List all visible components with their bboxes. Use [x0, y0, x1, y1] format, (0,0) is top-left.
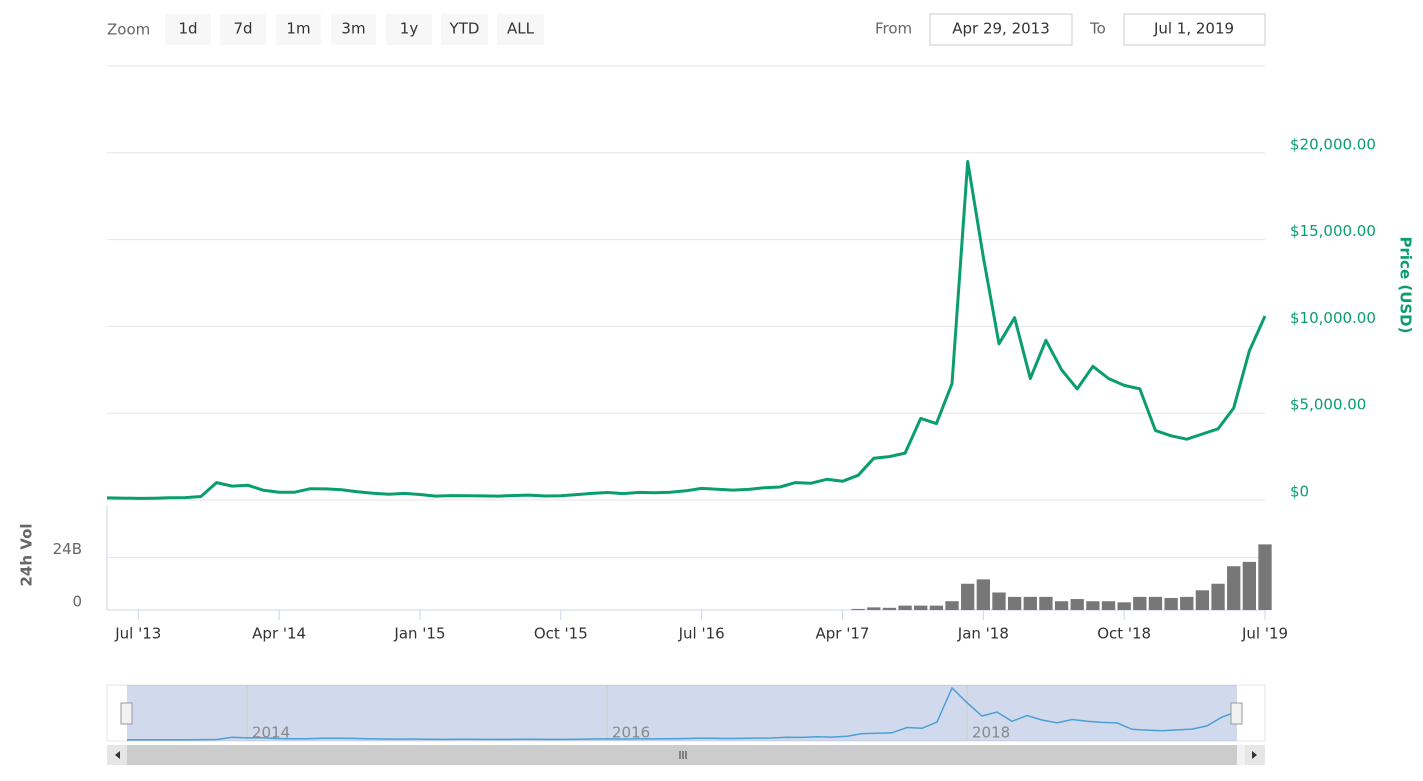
x-tick-label: Jul '19 [1241, 625, 1288, 643]
zoom-button-bg[interactable] [276, 14, 321, 45]
volume-bar [898, 605, 912, 610]
from-input[interactable]: Apr 29, 2013 [929, 13, 1073, 46]
navigator-mask[interactable] [127, 685, 1237, 741]
x-tick-label: Apr '14 [252, 625, 306, 643]
volume-bar [929, 605, 944, 610]
volume-bar [1148, 596, 1163, 610]
y2-tick-label: 0 [72, 593, 82, 611]
volume-bar [1180, 596, 1194, 610]
volume-bar [1211, 583, 1225, 610]
zoom-button-label[interactable]: 3m [341, 20, 365, 38]
scroll-left-arrow [115, 751, 120, 759]
volume-bar [992, 592, 1006, 610]
navigator-handle-left[interactable] [120, 702, 133, 725]
navigator-label: 2018 [972, 724, 1010, 742]
from-box[interactable] [929, 13, 1073, 46]
volume-bar [1101, 601, 1116, 610]
volume-bar [851, 608, 865, 610]
x-tick-label: Jul '13 [114, 625, 161, 643]
y-axis-title: Price (USD) [1397, 237, 1415, 334]
volume-bar [976, 579, 990, 610]
volume-bar [1195, 590, 1210, 610]
zoom-button-bg[interactable] [386, 14, 432, 45]
zoom-button-bg[interactable] [497, 14, 544, 45]
volume-bar [1039, 596, 1053, 610]
volume-bar [961, 583, 975, 610]
zoom-button[interactable]: 1d [165, 14, 211, 45]
zoom-button-bg[interactable] [331, 14, 376, 45]
zoom-button[interactable]: 1y [386, 14, 432, 45]
y-tick-label: $10,000.00 [1290, 309, 1376, 327]
navigator: 2014 2016 2018 [127, 685, 1238, 742]
volume-bar [1242, 561, 1257, 610]
volume-bar [1164, 597, 1178, 610]
from-value[interactable]: Apr 29, 2013 [952, 20, 1050, 38]
zoom-button-label[interactable]: 7d [233, 20, 252, 38]
to-input[interactable]: Jul 1, 2019 [1123, 13, 1266, 46]
scroll-right-arrow [1252, 751, 1257, 759]
volume-bar [1117, 602, 1131, 610]
y-tick-label: $20,000.00 [1290, 135, 1376, 153]
y2-tick-label: 24B [53, 540, 82, 558]
volume-bar [914, 605, 928, 610]
volume-bar [945, 601, 959, 610]
from-label: From [875, 20, 912, 38]
zoom-button-bg[interactable] [220, 14, 266, 45]
zoom-button-label[interactable]: 1d [178, 20, 197, 38]
to-value[interactable]: Jul 1, 2019 [1153, 20, 1234, 38]
y-tick-label: $5,000.00 [1290, 396, 1366, 414]
zoom-button-label[interactable]: YTD [449, 20, 480, 38]
volume-bar [1007, 596, 1022, 610]
zoom-button[interactable]: YTD [441, 14, 488, 45]
zoom-button-label[interactable]: 1y [400, 20, 419, 38]
zoom-button[interactable]: 1m [276, 14, 321, 45]
volume-bar [1133, 596, 1147, 610]
zoom-button-bg[interactable] [441, 14, 488, 45]
volume-bar [1070, 599, 1084, 610]
zoom-button[interactable]: 3m [331, 14, 376, 45]
zoom-button[interactable]: 7d [220, 14, 266, 45]
x-tick-label: Apr '17 [816, 625, 870, 643]
volume-bar [1023, 596, 1037, 610]
zoom-buttons: 1d 7d 1m 3m 1y YTD ALL [165, 14, 544, 45]
zoom-button-label[interactable]: 1m [286, 20, 310, 38]
navigator-handle-right[interactable] [1230, 702, 1243, 725]
zoom-button[interactable]: ALL [497, 14, 544, 45]
x-tick-label: Oct '15 [534, 625, 588, 643]
navigator-line [127, 686, 1238, 741]
zoom-label: Zoom [107, 21, 150, 39]
volume-bar [1086, 601, 1100, 610]
scrollbar-grip [679, 751, 687, 759]
y-tick-label: $15,000.00 [1290, 222, 1376, 240]
volume-bar [1227, 566, 1241, 610]
x-tick-label: Jan '15 [393, 625, 445, 643]
scrollbar-thumb[interactable] [127, 745, 1237, 765]
y2-axis-title: 24h Vol [18, 523, 36, 586]
navigator-label: 2016 [612, 724, 650, 742]
x-tick-label: Jan '18 [957, 625, 1009, 643]
navigator-background [106, 684, 1266, 742]
volume-bar [1258, 544, 1272, 610]
price-line [106, 160, 1267, 500]
to-label: To [1089, 20, 1106, 38]
volume-bar [882, 607, 897, 610]
to-box[interactable] [1123, 13, 1266, 46]
volume-bar [867, 607, 881, 610]
volume-bar [1054, 601, 1069, 610]
zoom-button-bg[interactable] [165, 14, 211, 45]
zoom-button-label[interactable]: ALL [507, 20, 535, 38]
y-tick-label: $0 [1290, 483, 1309, 501]
x-tick-label: Jul '16 [678, 625, 725, 643]
x-tick-label: Oct '18 [1097, 625, 1151, 643]
